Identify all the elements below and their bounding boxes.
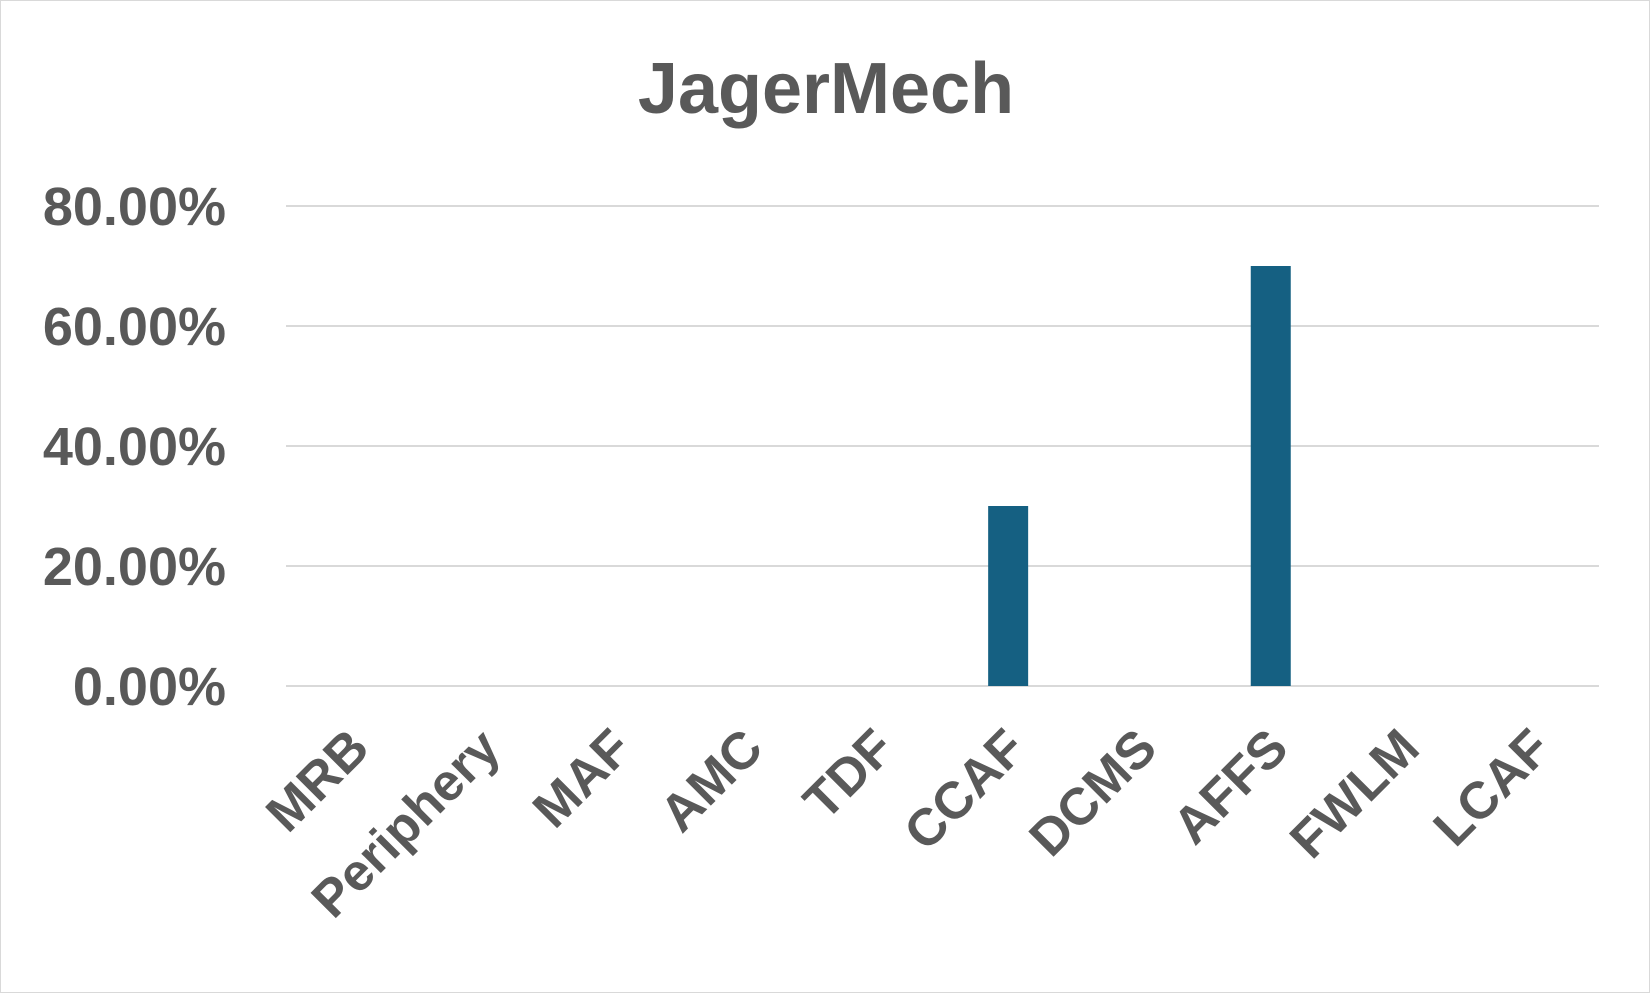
bar-affs bbox=[1250, 266, 1291, 686]
x-category-label: AFFS bbox=[1162, 718, 1299, 855]
x-category-label: DCMS bbox=[1019, 718, 1168, 867]
chart-title: JagerMech bbox=[638, 49, 1014, 129]
gridlines bbox=[286, 205, 1599, 687]
y-tick-label: 20.00% bbox=[43, 537, 226, 597]
x-category-label: MAF bbox=[522, 718, 643, 839]
x-category-label: MRB bbox=[255, 718, 380, 843]
bars bbox=[988, 266, 1291, 686]
x-category-label: TDF bbox=[793, 718, 905, 830]
x-category-label: CCAF bbox=[894, 718, 1037, 861]
y-tick-label: 80.00% bbox=[43, 177, 226, 237]
x-category-label: LCAF bbox=[1423, 718, 1562, 857]
y-tick-label: 60.00% bbox=[43, 297, 226, 357]
x-category-label: FWLM bbox=[1279, 718, 1430, 869]
bar-ccaf bbox=[988, 506, 1029, 686]
y-tick-label: 40.00% bbox=[43, 417, 226, 477]
y-tick-label: 0.00% bbox=[73, 657, 226, 717]
y-axis-tick-labels: 0.00% 20.00% 40.00% 60.00% 80.00% bbox=[43, 177, 226, 717]
x-category-label: AMC bbox=[649, 718, 774, 843]
